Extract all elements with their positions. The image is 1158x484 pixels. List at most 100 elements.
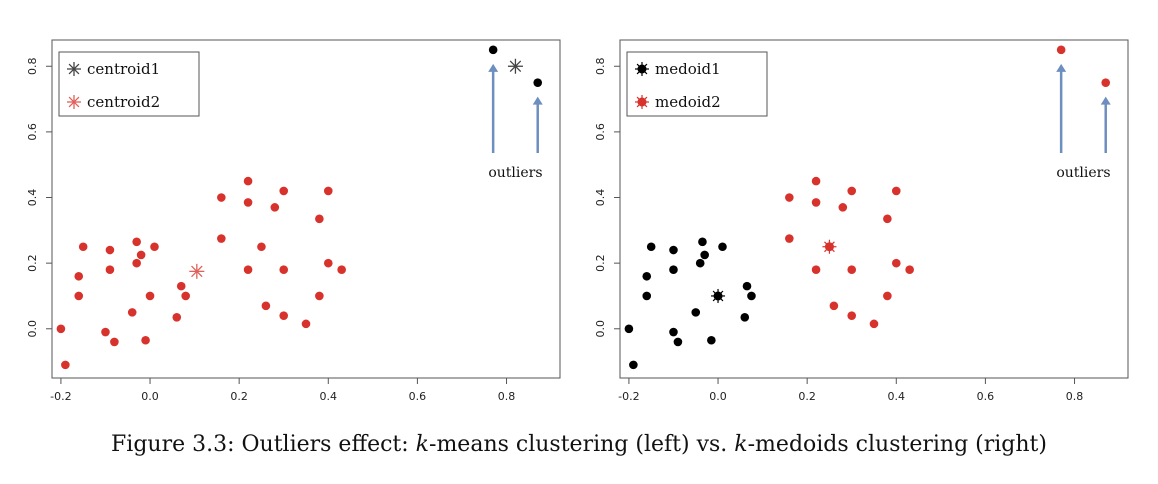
cluster2-point [847,265,857,275]
cluster2-point [891,258,901,268]
cluster1-point [629,360,638,370]
cluster2-point [243,265,253,275]
centroid2-legend-label: centroid2 [87,93,160,111]
outlier-arrow-head [1056,63,1067,72]
cluster2-point [811,265,821,275]
cluster1-point [673,337,683,347]
y-tick-label: 0.0 [594,320,607,338]
cluster2-point [847,311,857,320]
cluster2-point [301,319,311,329]
medoid1-legend-marker [635,62,649,76]
cluster2-point [315,214,324,224]
cluster2-point [74,291,84,301]
cluster2-point [261,301,271,311]
x-tick-label: 0.2 [798,390,816,403]
cluster2-point [56,324,66,334]
y-tick-label: 0.4 [26,189,39,207]
cluster1-point [700,250,709,260]
cluster2-point [883,214,892,224]
cluster2-point [270,203,280,212]
cluster2-point [785,234,794,243]
centroid2-legend-marker [67,95,81,109]
cluster2-point [105,245,115,255]
x-tick-label: 0.8 [498,390,516,403]
cluster1-point [642,291,652,301]
medoid1-marker [711,288,726,303]
y-tick-label: 0.6 [594,123,607,141]
cluster2-point [74,271,84,281]
cluster1-point [740,312,750,322]
legend: centroid1 centroid2 [58,51,200,117]
x-tick-label: 0.2 [230,390,248,403]
figure-caption: Figure 3.3: Outliers effect: k-means clu… [0,432,1158,457]
caption-prefix: Figure 3.3: Outliers effect: [111,432,416,457]
cluster1-point [707,335,716,345]
legend-box [626,51,768,117]
y-tick-label: 0.8 [594,58,607,76]
cluster2-point [883,291,892,301]
y-tick-label: 0.2 [26,254,39,272]
cluster1-point [698,237,707,247]
cluster2-point [101,327,110,337]
caption-suffix: -medoids clustering (right) [747,432,1047,457]
outliers-label: outliers [488,165,542,181]
x-tick-label: 0.4 [888,390,906,403]
plot-frame [51,39,561,379]
cluster2-point [243,176,253,186]
medoid2-legend-marker [635,95,649,109]
medoid2-legend-label: medoid2 [655,93,721,111]
y-tick-label: 0.0 [26,320,39,338]
cluster2-point [141,335,150,345]
cluster2-point [105,265,115,275]
cluster1-point [669,327,678,337]
y-tick-label: 0.2 [594,254,607,272]
cluster2-point [150,242,159,252]
outliers-point [533,78,543,87]
x-tick-label: 0.6 [409,390,427,403]
cluster2-point [181,291,190,301]
cluster1-point [624,324,634,334]
outlier-arrow-head [488,63,499,72]
cluster2-point [838,203,848,212]
cluster2-point [337,265,346,275]
y-tick-label: 0.8 [26,58,39,76]
cluster2-point [217,193,226,202]
outliers-point [488,45,498,55]
cluster2-point [110,337,119,347]
kmeans-chart: -0.2 0.0 0.2 0.4 0.6 0.8 0.0 0.2 0.4 0.6 0.8 outlie… [26,39,561,403]
cluster2-point [869,319,879,329]
outliers-label: outliers [1056,165,1110,181]
cluster1-point [742,281,752,291]
cluster2-point [905,265,914,275]
cluster2-point [829,301,839,311]
cluster2-point [132,258,141,268]
cluster2-point [847,186,857,196]
cluster2-point [176,281,186,291]
x-tick-label: 0.0 [709,390,727,403]
cluster2-point [127,308,137,317]
y-tick-label: 0.6 [26,123,39,141]
cluster2-point [811,176,821,186]
cluster2-point [136,250,146,260]
x-tick-label: -0.2 [618,390,639,403]
cluster1-point [642,271,652,281]
cluster2-point [279,265,289,275]
x-tick-label: -0.2 [50,390,71,403]
cluster2-point [217,234,226,243]
cluster2-point [891,186,901,196]
plot-frame [619,39,1129,379]
y-tick-label: 0.4 [594,189,607,207]
x-tick-label: 0.4 [320,390,338,403]
cluster2-point [257,242,266,252]
cluster1-point [691,308,701,317]
cluster1-point [718,242,727,252]
cluster2-point [323,186,333,196]
kmedoids-chart: -0.2 0.0 0.2 0.4 0.6 0.8 0.0 0.2 0.4 0.6 0.8 outlie… [594,39,1129,403]
outliers-point [1101,78,1111,87]
legend: medoid1 medoid2 [626,51,768,117]
cluster2-point [145,291,155,301]
outlier-arrow-head [1100,96,1111,105]
caption-k-medoids-var: k [734,432,748,457]
cluster1-point [669,245,678,255]
outliers-point [1056,45,1066,55]
